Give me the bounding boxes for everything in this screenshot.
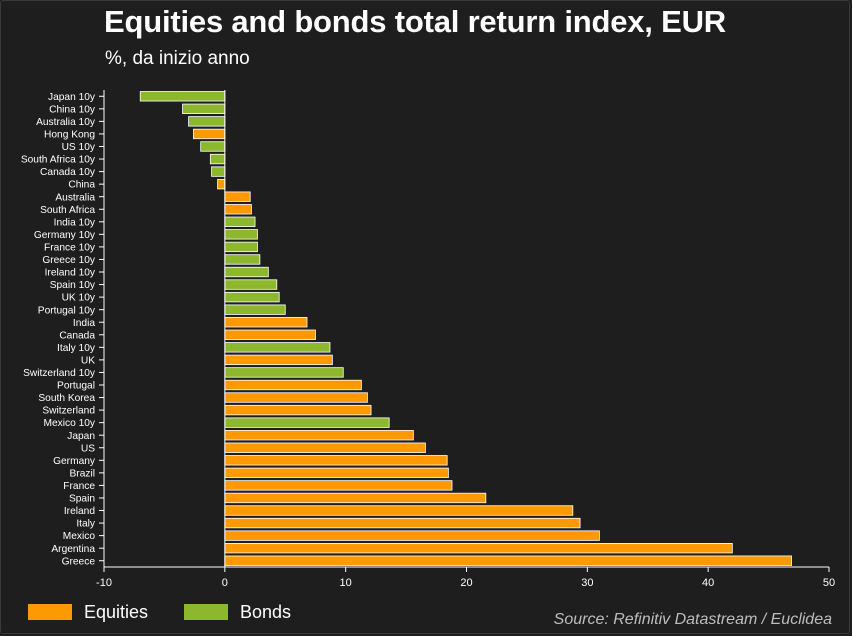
- x-tick-label: 50: [823, 577, 835, 589]
- bar: [224, 430, 414, 441]
- category-label: China: [68, 180, 95, 191]
- bar: [224, 417, 390, 428]
- category-label: Japan 10y: [48, 92, 96, 103]
- bar: [224, 467, 449, 479]
- legend-swatch-bonds: [184, 604, 228, 620]
- category-label: US: [81, 443, 95, 454]
- category-label: Portugal 10y: [38, 305, 96, 316]
- bar: [224, 354, 333, 366]
- bar: [224, 329, 316, 340]
- category-label: Switzerland 10y: [23, 368, 96, 379]
- legend-label-equities: Equities: [84, 601, 149, 622]
- category-label: Ireland 10y: [45, 268, 96, 279]
- x-tick-label: 40: [702, 577, 714, 589]
- bar: [224, 480, 453, 491]
- bar: [224, 279, 278, 290]
- category-label: Argentina: [51, 544, 95, 555]
- bar: [224, 266, 269, 278]
- x-tick-label: 10: [340, 577, 352, 589]
- category-label: India: [73, 318, 95, 329]
- category-label: Australia 10y: [36, 117, 96, 128]
- bar: [224, 254, 261, 265]
- category-label: US 10y: [62, 142, 96, 153]
- x-tick-label: 30: [581, 577, 593, 589]
- bar: [193, 128, 226, 140]
- bar: [224, 379, 362, 391]
- category-label: Japan: [67, 431, 95, 442]
- bar: [209, 153, 226, 165]
- bar: [224, 317, 308, 328]
- category-label: Italy 10y: [57, 343, 96, 354]
- chart-title: Equities and bonds total return index, E…: [104, 4, 726, 39]
- bar: [224, 455, 448, 466]
- category-label: Italy: [76, 519, 96, 530]
- category-label: Australia: [55, 192, 95, 203]
- category-label: Switzerland: [42, 406, 95, 417]
- bar: [224, 492, 487, 504]
- bar: [224, 229, 258, 240]
- category-label: Spain 10y: [50, 280, 96, 291]
- bar: [224, 392, 368, 403]
- category-label: Greece: [62, 556, 96, 567]
- category-label: Mexico: [63, 531, 96, 542]
- bar: [188, 116, 226, 127]
- bar: [224, 442, 426, 453]
- bar: [224, 204, 252, 215]
- bar: [224, 530, 600, 541]
- category-label: Ireland: [64, 506, 95, 517]
- category-label: Portugal: [57, 381, 95, 392]
- bar: [211, 166, 226, 177]
- chart-subtitle: %, da inizio anno: [105, 48, 250, 69]
- bar: [200, 141, 226, 152]
- bar: [182, 103, 226, 114]
- x-tick-label: 0: [222, 577, 228, 589]
- category-label: Hong Kong: [44, 130, 95, 141]
- bar: [224, 241, 258, 253]
- legend-swatch-equities: [28, 604, 72, 620]
- category-label: Germany 10y: [34, 230, 96, 241]
- x-tick-label: -10: [96, 577, 112, 589]
- category-label: Spain: [69, 494, 95, 505]
- x-tick-label: 20: [460, 577, 472, 589]
- bar: [224, 517, 581, 529]
- bar: [224, 342, 331, 353]
- category-label: Mexico 10y: [43, 418, 95, 429]
- bar: [224, 505, 574, 516]
- bar: [224, 216, 256, 227]
- bar: [217, 178, 226, 190]
- legend-label-bonds: Bonds: [240, 601, 292, 622]
- category-label: Canada 10y: [40, 167, 96, 178]
- bar: [139, 91, 226, 102]
- category-label: South Korea: [38, 393, 95, 404]
- category-label: China 10y: [49, 104, 96, 115]
- source-note: Source: Refinitiv Datastream / Euclidea: [553, 611, 832, 628]
- category-label: India 10y: [54, 217, 96, 228]
- category-label: France: [63, 481, 95, 492]
- legend-item-equities: Equities: [28, 600, 148, 624]
- bar: [224, 555, 792, 566]
- category-label: South Africa: [40, 205, 95, 216]
- bar: [224, 191, 251, 202]
- category-label: UK 10y: [62, 293, 96, 304]
- legend-item-bonds: Bonds: [184, 600, 291, 624]
- bar: [224, 367, 344, 378]
- bar: [224, 404, 372, 416]
- category-label: South Africa 10y: [21, 155, 96, 166]
- bar: [224, 543, 733, 554]
- category-label: UK: [81, 355, 95, 366]
- category-label: Greece 10y: [42, 255, 96, 266]
- bar: [224, 291, 280, 303]
- category-label: France 10y: [44, 243, 96, 254]
- category-label: Canada: [59, 330, 95, 341]
- category-label: Brazil: [70, 468, 95, 479]
- category-label: Germany: [53, 456, 96, 467]
- bar: [224, 304, 286, 315]
